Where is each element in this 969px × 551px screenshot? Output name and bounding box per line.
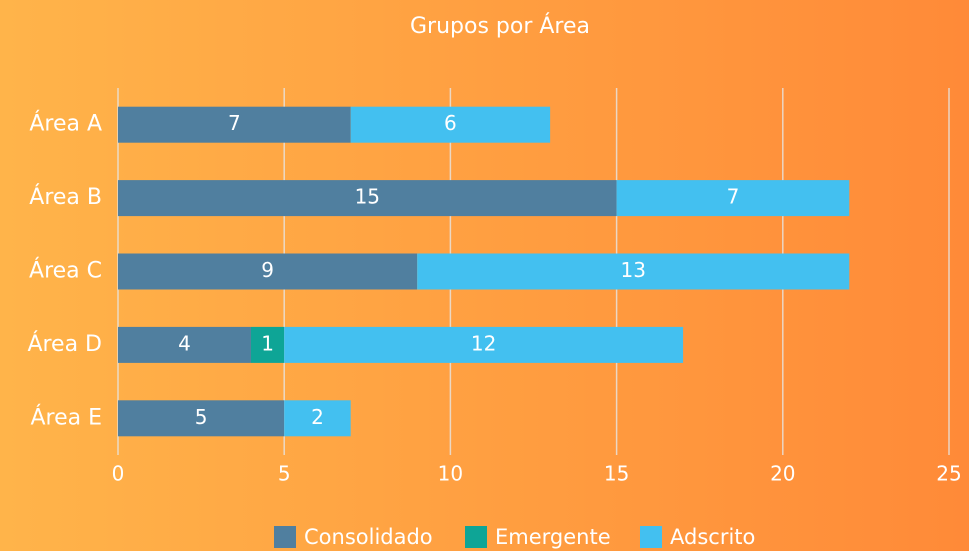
data-label: 12: [471, 331, 496, 355]
bar-segment: [118, 253, 418, 290]
bar-segment: [284, 326, 684, 363]
x-tick-label: 15: [604, 462, 629, 486]
y-tick-label: Área E: [30, 404, 102, 430]
y-tick-label: Área B: [29, 184, 102, 210]
bar-segment: [284, 400, 351, 437]
bar-segment: [417, 253, 850, 290]
chart-title: Grupos por Área: [410, 13, 590, 39]
data-label: 13: [620, 258, 645, 282]
data-label: 2: [311, 405, 324, 429]
bar-segment: [250, 326, 285, 363]
legend-swatch: [274, 526, 296, 548]
data-label: 15: [355, 185, 380, 209]
legend-swatch: [465, 526, 487, 548]
legend-label: Emergente: [495, 525, 611, 549]
legend-label: Adscrito: [670, 525, 755, 549]
x-tick-label: 10: [438, 462, 463, 486]
x-tick-label: 25: [936, 462, 961, 486]
data-label: 6: [444, 111, 457, 135]
legend-label: Consolidado: [304, 525, 433, 549]
bar-segment: [616, 180, 850, 217]
data-label: 5: [195, 405, 208, 429]
bar-segment: [118, 400, 285, 437]
y-tick-label: Área C: [29, 258, 102, 284]
x-tick-label: 5: [278, 462, 291, 486]
bar-segment: [118, 180, 617, 217]
y-tick-label: Área D: [27, 331, 102, 357]
bar-segment: [118, 106, 351, 143]
data-label: 1: [261, 331, 274, 355]
x-tick-label: 20: [770, 462, 795, 486]
data-label: 7: [727, 185, 740, 209]
data-label: 9: [261, 258, 274, 282]
data-label: 7: [228, 111, 241, 135]
y-tick-label: Área A: [29, 111, 102, 137]
bar-segment: [118, 326, 251, 363]
bar-segment: [350, 106, 551, 143]
data-label: 4: [178, 331, 191, 355]
legend-swatch: [640, 526, 662, 548]
x-tick-label: 0: [112, 462, 125, 486]
